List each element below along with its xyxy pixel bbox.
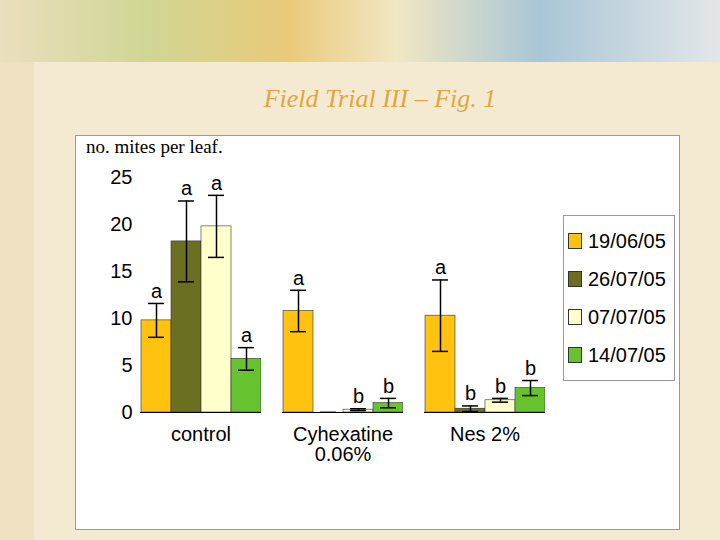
html-text:14/07/05: 14/07/05 (588, 343, 666, 366)
svg-text:a: a (181, 177, 193, 199)
svg-text:15: 15 (110, 260, 132, 282)
svg-text:b: b (383, 375, 394, 397)
html-text:Field Trial III – Fig. 1: Field Trial III – Fig. 1 (263, 84, 497, 113)
svg-text:b: b (525, 357, 536, 379)
html-text:07/07/05: 07/07/05 (588, 305, 666, 328)
svg-text:20: 20 (110, 213, 132, 235)
svg-text:a: a (211, 172, 223, 194)
svg-text:b: b (465, 382, 476, 404)
svg-text:a: a (435, 256, 447, 278)
svg-text:b: b (353, 385, 364, 407)
svg-text:Cyhexatine0.06%: Cyhexatine0.06% (293, 423, 393, 465)
svg-text:25: 25 (110, 166, 132, 188)
html-text:26/07/05: 26/07/05 (588, 267, 666, 290)
html-text:no. mites per leaf.: no. mites per leaf. (86, 136, 223, 157)
svg-text:10: 10 (110, 307, 132, 329)
html-text:19/06/05: 19/06/05 (588, 229, 666, 252)
svg-text:Nes 2%: Nes 2% (450, 423, 520, 445)
svg-text:a: a (241, 324, 253, 346)
svg-text:a: a (293, 267, 305, 289)
svg-text:control: control (171, 423, 231, 445)
svg-text:b: b (495, 375, 506, 397)
svg-text:5: 5 (121, 354, 132, 376)
svg-text:a: a (151, 280, 163, 302)
svg-text:0: 0 (121, 401, 132, 423)
